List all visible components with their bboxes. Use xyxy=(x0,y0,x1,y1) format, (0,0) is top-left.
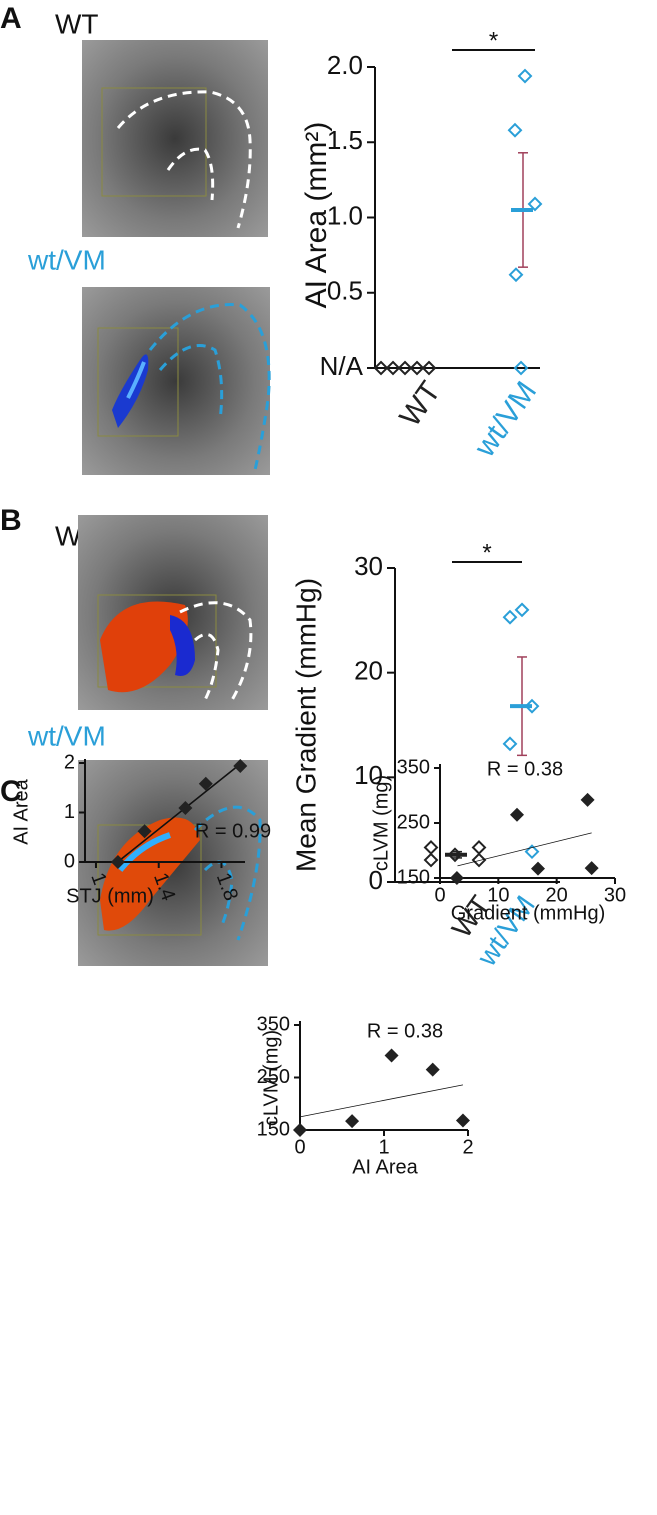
data-point xyxy=(517,68,533,84)
y-axis-label: AI Area xyxy=(10,778,32,844)
y-tick-label: 0.5 xyxy=(327,276,363,306)
image-label: WT xyxy=(55,8,99,39)
data-point xyxy=(514,602,530,618)
x-tick-label: 0 xyxy=(434,884,445,906)
significance-label: * xyxy=(489,27,498,54)
data-point xyxy=(384,1048,399,1063)
panel-label: A xyxy=(0,2,22,35)
data-point xyxy=(508,267,524,283)
x-tick-label: WT xyxy=(393,376,447,433)
panel-label: B xyxy=(0,504,22,537)
data-point xyxy=(580,792,595,807)
data-point xyxy=(527,196,543,212)
y-tick-label: 2 xyxy=(64,751,75,773)
data-point xyxy=(293,1123,307,1137)
ultrasound-image xyxy=(82,40,268,237)
data-point xyxy=(524,698,540,714)
data-point xyxy=(455,1113,470,1128)
data-point xyxy=(198,776,213,791)
panel-label: C xyxy=(0,775,22,808)
trendline xyxy=(299,1084,464,1118)
data-point xyxy=(178,801,193,816)
x-axis-label: STJ (mm) xyxy=(66,885,154,907)
image-label: wt/VM xyxy=(27,720,106,751)
trendline xyxy=(457,832,592,867)
data-point xyxy=(510,807,524,822)
data-point xyxy=(513,360,529,376)
y-axis-label: AI Area (mm²) xyxy=(300,122,333,309)
x-tick-label: 1 xyxy=(378,1136,389,1158)
y-tick-label: N/A xyxy=(320,351,364,381)
data-point xyxy=(421,360,437,376)
annotation: R = 0.38 xyxy=(367,1020,443,1042)
y-tick-label: 0 xyxy=(369,865,383,895)
x-tick-label: 10 xyxy=(487,884,509,906)
data-point xyxy=(425,1062,440,1077)
x-tick-label: wt/VM xyxy=(468,376,543,464)
data-point xyxy=(471,840,487,855)
data-point xyxy=(584,861,599,876)
y-tick-label: 1.0 xyxy=(327,200,363,230)
x-axis-label: Gradient (mmHg) xyxy=(451,902,605,924)
x-tick-label: 30 xyxy=(604,884,626,906)
y-tick-label: 2.0 xyxy=(327,50,363,80)
y-tick-label: 150 xyxy=(397,866,430,888)
x-tick-label: 20 xyxy=(546,884,568,906)
y-axis-label: cLVM (mg) xyxy=(260,1030,282,1126)
data-point xyxy=(397,360,413,376)
data-point xyxy=(449,871,464,885)
annotation: R = 0.38 xyxy=(487,758,563,780)
y-axis-label: cLVM (mg) xyxy=(370,775,392,871)
data-point xyxy=(502,609,518,625)
data-point xyxy=(409,360,425,376)
significance-label: * xyxy=(482,539,491,566)
data-point xyxy=(137,824,152,839)
data-point xyxy=(423,852,439,868)
data-point xyxy=(345,1114,360,1129)
annotation: R = 0.99 xyxy=(195,820,271,842)
data-point xyxy=(385,360,401,376)
data-point xyxy=(447,847,463,863)
image-label: wt/VM xyxy=(27,244,106,275)
x-axis-label: AI Area xyxy=(352,1156,418,1178)
y-tick-label: 250 xyxy=(397,811,430,833)
y-axis-label: Mean Gradient (mmHg) xyxy=(290,578,321,872)
data-point xyxy=(423,840,439,855)
x-tick-label: 0 xyxy=(294,1136,305,1158)
ultrasound-image xyxy=(82,287,271,475)
data-point xyxy=(233,758,248,773)
y-tick-label: 30 xyxy=(354,551,383,581)
y-tick-label: 20 xyxy=(354,656,383,686)
data-point xyxy=(507,122,523,138)
data-point xyxy=(524,844,540,860)
y-tick-label: 350 xyxy=(397,756,430,778)
y-tick-label: 150 xyxy=(257,1118,290,1140)
x-tick-label: 2 xyxy=(462,1136,473,1158)
y-tick-label: 1.5 xyxy=(327,125,363,155)
y-tick-label: 350 xyxy=(257,1013,290,1035)
y-tick-label: 10 xyxy=(354,760,383,790)
data-point xyxy=(110,855,125,869)
y-tick-label: 0 xyxy=(64,850,75,872)
ultrasound-image xyxy=(78,515,268,710)
trendline xyxy=(115,763,241,864)
data-point xyxy=(502,736,518,752)
y-tick-label: 1 xyxy=(64,801,75,823)
data-point xyxy=(373,360,389,376)
data-point xyxy=(531,861,545,876)
y-tick-label: 250 xyxy=(257,1066,290,1088)
data-point xyxy=(471,852,487,868)
